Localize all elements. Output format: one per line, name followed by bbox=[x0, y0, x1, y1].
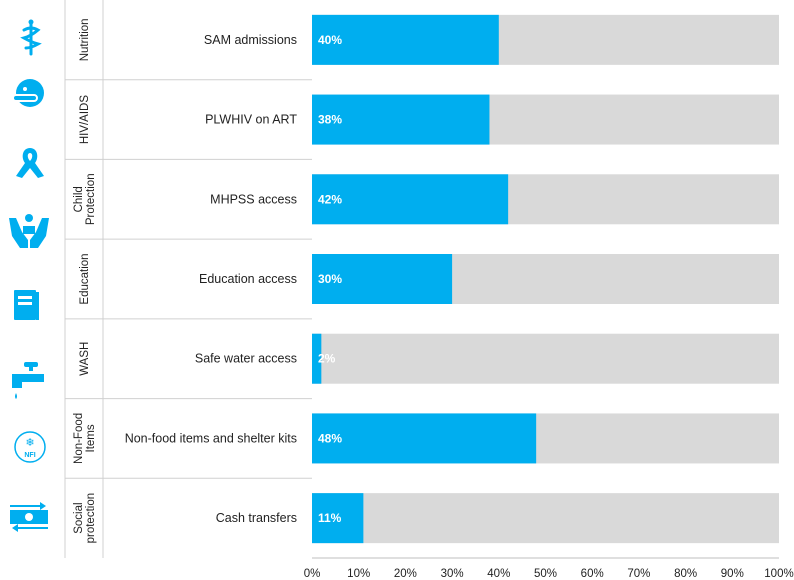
x-tick-label: 30% bbox=[441, 568, 464, 580]
category-label: PLWHIV on ART bbox=[205, 113, 297, 127]
bar-value-label: 42% bbox=[318, 192, 342, 206]
education-icon bbox=[14, 290, 39, 320]
bar-value-label: 38% bbox=[318, 113, 342, 127]
bar-track bbox=[312, 493, 779, 544]
x-tick-label: 90% bbox=[721, 568, 744, 580]
sector-label: Education bbox=[79, 253, 91, 304]
sector-label: HIV/AIDS bbox=[79, 95, 91, 145]
x-tick-label: 100% bbox=[764, 568, 793, 580]
child-protection-icon bbox=[9, 214, 49, 248]
category-label: Cash transfers bbox=[216, 511, 297, 525]
bar-track bbox=[312, 333, 779, 384]
svg-text:❄: ❄ bbox=[25, 436, 34, 449]
bar-value-label: 2% bbox=[318, 352, 336, 366]
x-tick-label: 10% bbox=[347, 568, 370, 580]
nfi-icon: ❄ NFI bbox=[14, 431, 46, 463]
x-tick-label: 20% bbox=[394, 568, 417, 580]
category-label: MHPSS access bbox=[210, 192, 297, 206]
bar-value-label: 48% bbox=[318, 431, 342, 445]
cash-transfer-icon bbox=[10, 502, 48, 532]
x-tick-label: 60% bbox=[581, 568, 604, 580]
x-tick-label: 70% bbox=[627, 568, 650, 580]
bar bbox=[312, 333, 322, 384]
sector-label: ChildProtection bbox=[73, 173, 97, 225]
sector-label: WASH bbox=[79, 342, 91, 376]
category-label: SAM admissions bbox=[204, 33, 297, 47]
x-tick-label: 50% bbox=[534, 568, 557, 580]
ribbon-icon bbox=[16, 148, 44, 178]
category-label: Non-food items and shelter kits bbox=[125, 431, 297, 445]
nutrition-icon bbox=[20, 19, 42, 56]
bar bbox=[312, 174, 509, 225]
bar bbox=[312, 493, 364, 544]
x-tick-label: 80% bbox=[674, 568, 697, 580]
bar bbox=[312, 94, 490, 145]
hiv-aids-icon bbox=[12, 79, 44, 107]
x-tick-label: 40% bbox=[487, 568, 510, 580]
category-label: Education access bbox=[199, 272, 297, 286]
bar bbox=[312, 254, 453, 304]
sector-icons: ❄ NFI bbox=[9, 19, 49, 532]
x-tick-label: 0% bbox=[304, 568, 321, 580]
bar bbox=[312, 413, 537, 464]
wash-tap-icon bbox=[12, 362, 44, 399]
nfi-icon-text: NFI bbox=[24, 452, 35, 459]
sector-label: Socialprotection bbox=[73, 493, 97, 544]
bar-value-label: 40% bbox=[318, 33, 342, 47]
category-label: Safe water access bbox=[195, 352, 297, 366]
sector-label: Nutrition bbox=[79, 18, 91, 61]
sector-label: Non-FoodItems bbox=[73, 413, 97, 464]
bar bbox=[312, 14, 499, 65]
bar-value-label: 11% bbox=[318, 511, 342, 525]
bar-value-label: 30% bbox=[318, 272, 342, 286]
